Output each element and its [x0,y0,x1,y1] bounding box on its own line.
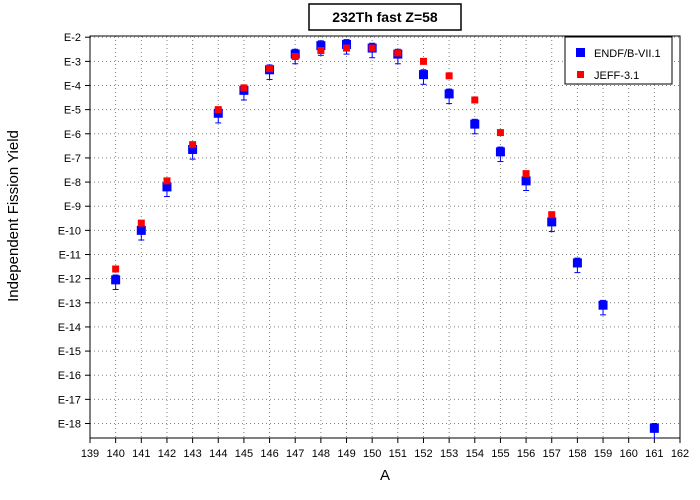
y-tick-label: E-5 [64,105,81,117]
x-tick-label: 159 [594,448,612,460]
x-tick-label: 147 [286,448,304,460]
x-tick-label: 144 [209,448,227,460]
x-tick-label: 156 [517,448,535,460]
y-tick-label: E-12 [58,274,81,286]
x-tick-label: 162 [671,448,689,460]
data-point-jeff [445,72,453,80]
x-tick-label: 139 [81,448,99,460]
data-point-jeff [137,219,145,227]
legend: ENDF/B-VII.1 JEFF-3.1 [564,36,673,85]
x-tick-label: 160 [620,448,638,460]
grid-layer [90,36,680,438]
data-point-jeff [368,44,376,52]
y-tick-label: E-13 [58,298,81,310]
title-frame [308,3,462,31]
x-tick-label: 142 [158,448,176,460]
data-point-jeff [240,84,248,92]
x-tick-label: 152 [414,448,432,460]
data-point-endf [162,182,172,192]
y-tick-label: E-14 [58,322,81,334]
data-point-endf [495,147,505,157]
y-tick-label: E-10 [58,225,81,237]
x-tick-label: 161 [645,448,663,460]
y-tick-label: E-11 [59,250,81,262]
y-tick-label: E-6 [64,129,81,141]
x-tick-label: 151 [389,448,407,460]
data-point-jeff [214,106,222,114]
series-jeff [112,44,556,273]
legend-label-jeff: JEFF-3.1 [594,70,639,82]
data-point-endf [188,144,198,154]
x-tick-label: 149 [337,448,355,460]
y-axis: E-2 E-3 E-4 E-5 E-6 E-7 E-8 E-9 E-10 E-11 E-12 E-13… [58,32,90,431]
x-tick-label: 153 [440,448,458,460]
data-point-endf [572,258,582,268]
data-point-jeff [522,170,530,178]
y-tick-label: E-9 [64,201,81,213]
data-point-endf [547,217,557,227]
data-point-endf [470,119,480,129]
x-tick-label: 146 [260,448,278,460]
x-tick-label: 158 [568,448,586,460]
data-point-jeff [343,44,351,52]
legend-marker-endf [576,48,585,57]
data-point-jeff [471,96,479,104]
data-point-jeff [266,65,274,73]
y-tick-label: E-17 [58,394,81,406]
y-tick-label: E-3 [64,56,81,68]
y-tick-label: E-15 [58,346,81,358]
data-point-jeff [394,49,402,57]
data-point-jeff [189,141,197,149]
x-tick-label: 150 [363,448,381,460]
y-tick-label: E-18 [58,419,81,431]
plot-frame [89,35,681,439]
x-tick-label: 143 [183,448,201,460]
legend-marker-jeff [577,71,584,78]
y-tick-label: E-2 [64,32,81,44]
x-tick-label: 155 [491,448,509,460]
data-point-jeff [548,211,556,219]
data-point-endf [598,300,608,310]
data-point-jeff [112,265,120,273]
data-point-endf [521,176,531,186]
x-tick-label: 148 [312,448,330,460]
x-axis: 139 140 141 142 143 144 145 146 147 148 149 150 151 1… [81,438,689,460]
title-box: 232Th fast Z=58 [308,3,462,31]
data-point-jeff [419,57,427,65]
data-point-jeff [291,53,299,61]
y-tick-label: E-8 [64,177,81,189]
data-point-endf [213,108,223,118]
data-point-jeff [496,129,504,137]
legend-label-endf: ENDF/B-VII.1 [594,48,661,60]
data-point-endf [444,89,454,99]
data-point-endf [111,275,121,285]
data-point-endf [342,39,352,49]
x-tick-label: 154 [466,448,484,460]
x-tick-label: 140 [106,448,124,460]
series-layer [111,39,659,439]
y-tick-label: E-7 [64,153,81,165]
y-tick-label: E-16 [58,370,81,382]
data-point-endf [649,423,659,433]
x-tick-label: 141 [132,448,150,460]
x-axis-title: A [380,467,390,484]
data-point-endf [418,70,428,80]
chart-title: 232Th fast Z=58 [332,9,438,25]
data-point-jeff [163,177,171,185]
x-tick-label: 157 [543,448,561,460]
data-point-endf [316,41,326,51]
y-axis-title: Independent Fission Yield [5,130,22,302]
y-tick-label: E-4 [64,80,81,92]
data-point-endf [136,225,146,235]
data-point-jeff [317,46,325,54]
x-tick-label: 145 [235,448,253,460]
